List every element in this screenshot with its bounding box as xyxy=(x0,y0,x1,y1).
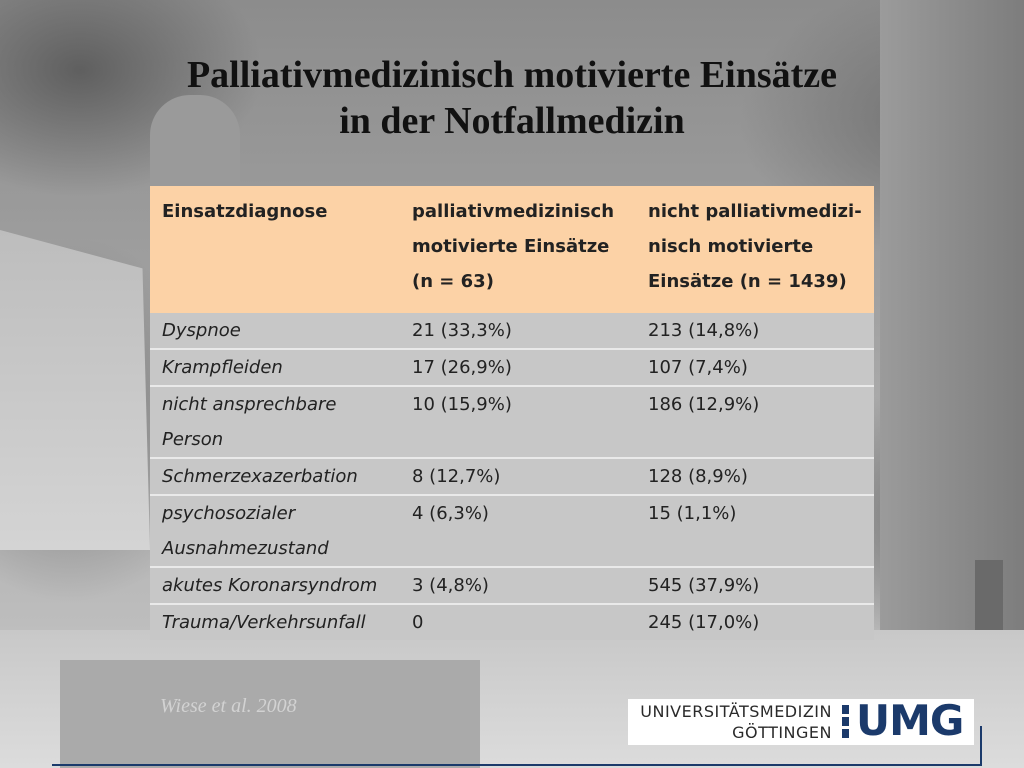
logo-divider xyxy=(980,726,982,766)
background-monument xyxy=(0,230,150,550)
cell-palliative: 10 (15,9%) xyxy=(400,386,636,459)
umg-logo: UNIVERSITÄTSMEDIZIN GÖTTINGEN UMG xyxy=(628,696,974,745)
cell-diagnosis: Dyspnoe xyxy=(150,313,400,350)
logo-wordmark: UNIVERSITÄTSMEDIZIN GÖTTINGEN xyxy=(632,701,832,743)
cell-diagnosis: Trauma/Verkehrsunfall xyxy=(150,604,400,640)
slide-title-line-1: Palliativmedizinisch motivierte Einsätze xyxy=(186,54,838,96)
cell-non-palliative: 128 (8,9%) xyxy=(636,458,874,496)
background-statue xyxy=(150,95,240,190)
table-row: nicht ansprechbare Person 10 (15,9%) 186… xyxy=(150,386,874,459)
slide-title: Palliativmedizinisch motivierte Einsätze… xyxy=(0,52,1024,144)
cell-palliative: 4 (6,3%) xyxy=(400,495,636,568)
cell-diagnosis: Krampfleiden xyxy=(150,349,400,387)
cell-non-palliative: 545 (37,9%) xyxy=(636,567,874,605)
logo-mark: UMG xyxy=(856,696,964,745)
cell-non-palliative: 213 (14,8%) xyxy=(636,313,874,350)
table-row: Krampfleiden 17 (26,9%) 107 (7,4%) xyxy=(150,349,874,387)
cell-palliative: 17 (26,9%) xyxy=(400,349,636,387)
table-row: Dyspnoe 21 (33,3%) 213 (14,8%) xyxy=(150,313,874,350)
diagnosis-table: Einsatzdiagnose palliativmedizinisch mot… xyxy=(150,186,874,640)
footer-rule xyxy=(52,764,982,766)
logo-line-2: GÖTTINGEN xyxy=(732,723,832,742)
cell-palliative: 3 (4,8%) xyxy=(400,567,636,605)
cell-diagnosis: akutes Koronarsyndrom xyxy=(150,567,400,605)
cell-palliative: 8 (12,7%) xyxy=(400,458,636,496)
table-row: Trauma/Verkehrsunfall 0 245 (17,0%) xyxy=(150,604,874,640)
slide-title-line-2: in der Notfallmedizin xyxy=(339,100,685,142)
logo-bars-icon xyxy=(842,705,850,741)
background-stone-block xyxy=(60,660,480,768)
cell-diagnosis: Schmerzexazerbation xyxy=(150,458,400,496)
column-header-diagnosis: Einsatzdiagnose xyxy=(150,186,400,313)
cell-non-palliative: 186 (12,9%) xyxy=(636,386,874,459)
table-row: Schmerzexazerbation 8 (12,7%) 128 (8,9%) xyxy=(150,458,874,496)
table-header-row: Einsatzdiagnose palliativmedizinisch mot… xyxy=(150,186,874,313)
table-row: akutes Koronarsyndrom 3 (4,8%) 545 (37,9… xyxy=(150,567,874,605)
column-header-palliative: palliativmedizinisch motivierte Einsätze… xyxy=(400,186,636,313)
cell-palliative: 0 xyxy=(400,604,636,640)
cell-non-palliative: 245 (17,0%) xyxy=(636,604,874,640)
cell-diagnosis: nicht ansprechbare Person xyxy=(150,386,400,459)
logo-line-1: UNIVERSITÄTSMEDIZIN xyxy=(640,702,832,721)
cell-non-palliative: 15 (1,1%) xyxy=(636,495,874,568)
cell-palliative: 21 (33,3%) xyxy=(400,313,636,350)
citation: Wiese et al. 2008 xyxy=(160,695,297,717)
table-row: psychosozialer Ausnahmezustand 4 (6,3%) … xyxy=(150,495,874,568)
cell-non-palliative: 107 (7,4%) xyxy=(636,349,874,387)
cell-diagnosis: psychosozialer Ausnahmezustand xyxy=(150,495,400,568)
column-header-non-palliative: nicht palliativmedizi-nisch motivierte E… xyxy=(636,186,874,313)
